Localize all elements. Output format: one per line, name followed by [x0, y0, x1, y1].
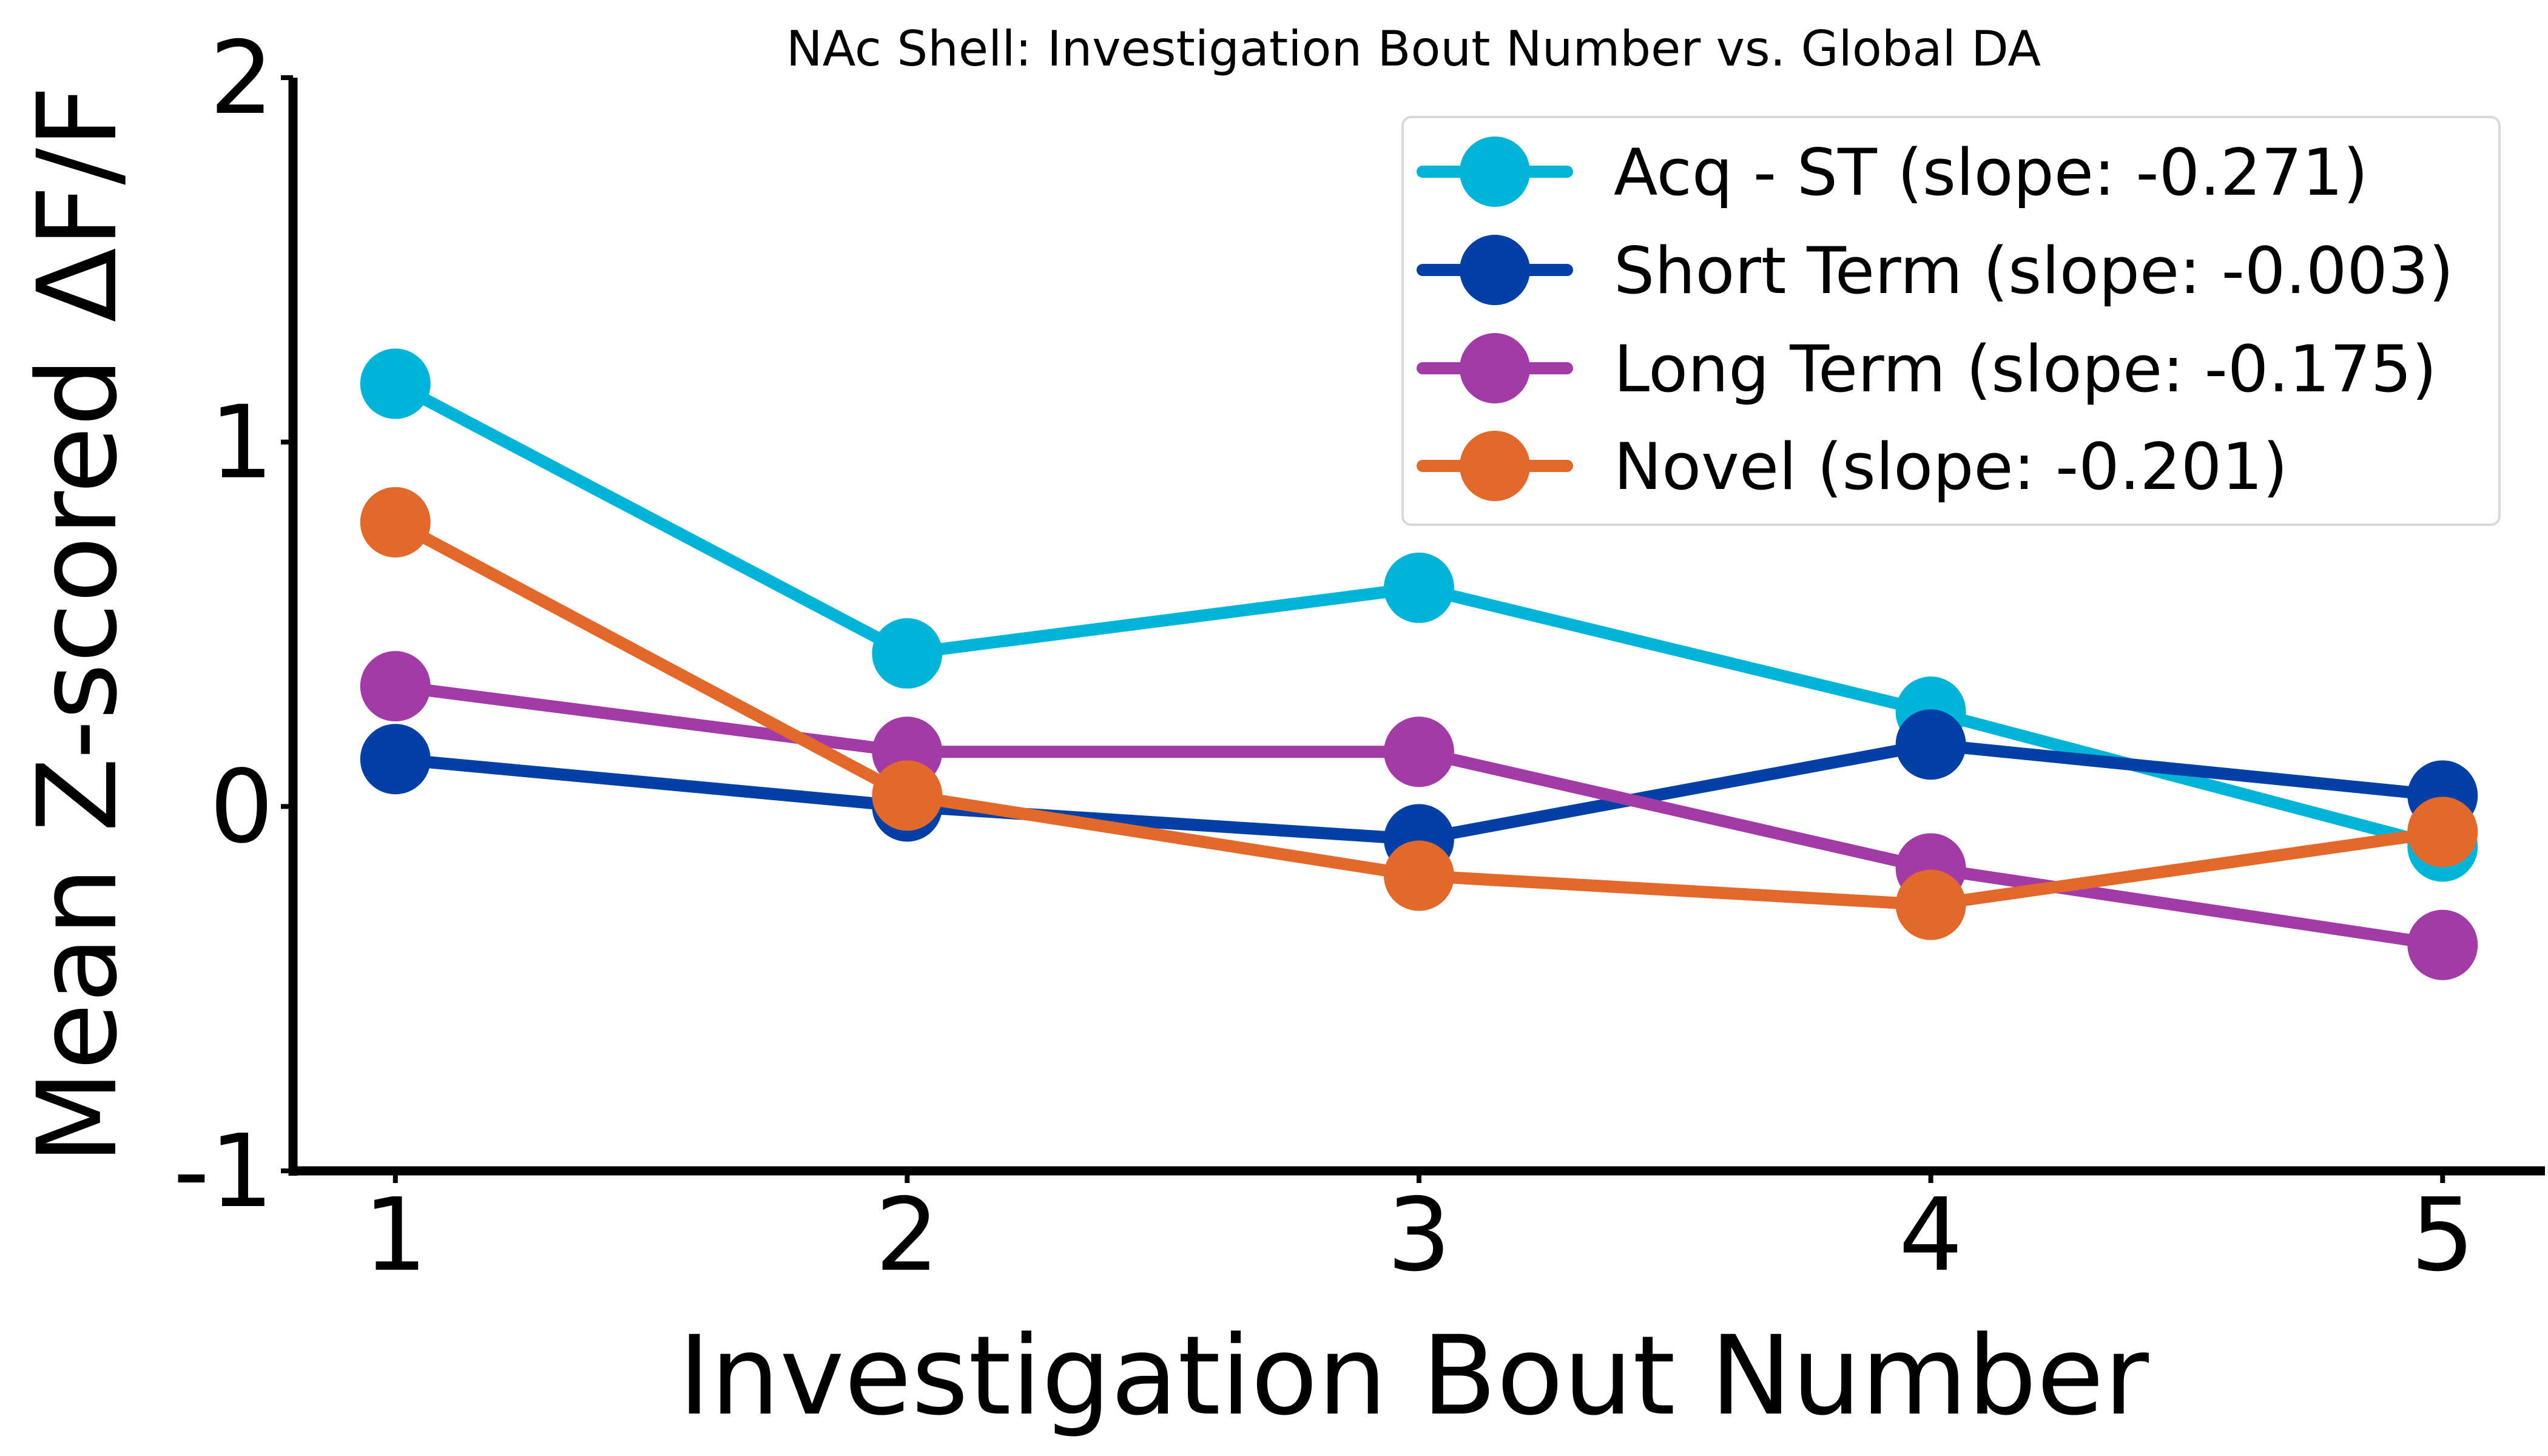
- legend-box: [1401, 116, 2501, 526]
- legend-entry: Novel (slope: -0.201): [1417, 430, 2288, 504]
- y-ticks: -1 0 1 2: [173, 20, 293, 1230]
- legend-label: Short Term (slope: -0.003): [1614, 234, 2454, 308]
- legend-label: Acq - ST (slope: -0.271): [1614, 135, 2368, 210]
- legend: Acq - ST (slope: -0.271) Short Term (slop…: [1401, 116, 2501, 526]
- x-tick-label: 4: [1899, 1177, 1963, 1294]
- data-point: [2407, 909, 2478, 980]
- y-tick-label: 1: [209, 385, 274, 502]
- x-tick-label: 5: [2410, 1177, 2475, 1294]
- data-point: [2407, 797, 2478, 868]
- data-point: [1384, 552, 1454, 623]
- x-tick-label: 2: [875, 1177, 940, 1294]
- y-axis-label: Mean Z-scored ΔF/F: [15, 86, 141, 1165]
- data-point: [1384, 840, 1454, 911]
- data-point: [872, 760, 943, 831]
- y-tick-label: 2: [209, 20, 274, 137]
- y-tick-label: -1: [173, 1113, 274, 1230]
- x-tick-label: 1: [363, 1177, 428, 1294]
- data-point: [360, 724, 431, 795]
- data-point: [1384, 716, 1454, 787]
- legend-label: Long Term (slope: -0.175): [1614, 332, 2437, 406]
- x-axis-label: Investigation Bout Number: [678, 1313, 2149, 1440]
- x-ticks: 1 2 3 4 5: [363, 1171, 2475, 1294]
- chart-title: NAc Shell: Investigation Bout Number vs.…: [786, 21, 2041, 77]
- data-point: [1895, 709, 1966, 780]
- legend-entry: Acq - ST (slope: -0.271): [1417, 135, 2368, 210]
- legend-entry: Long Term (slope: -0.175): [1417, 332, 2437, 406]
- data-point: [360, 651, 431, 722]
- legend-swatch-marker: [1460, 333, 1530, 403]
- y-tick-label: 0: [209, 749, 274, 866]
- series-4: [360, 487, 2478, 940]
- legend-swatch-marker: [1460, 235, 1530, 305]
- data-point: [872, 618, 943, 689]
- data-point: [1895, 869, 1966, 940]
- legend-swatch-marker: [1460, 431, 1530, 501]
- data-point: [360, 487, 431, 558]
- x-tick-label: 3: [1387, 1177, 1451, 1294]
- legend-entry: Short Term (slope: -0.003): [1417, 234, 2454, 308]
- data-point: [360, 348, 431, 419]
- series-layer: [360, 348, 2478, 980]
- legend-swatch-marker: [1460, 136, 1530, 207]
- legend-label: Novel (slope: -0.201): [1614, 430, 2288, 504]
